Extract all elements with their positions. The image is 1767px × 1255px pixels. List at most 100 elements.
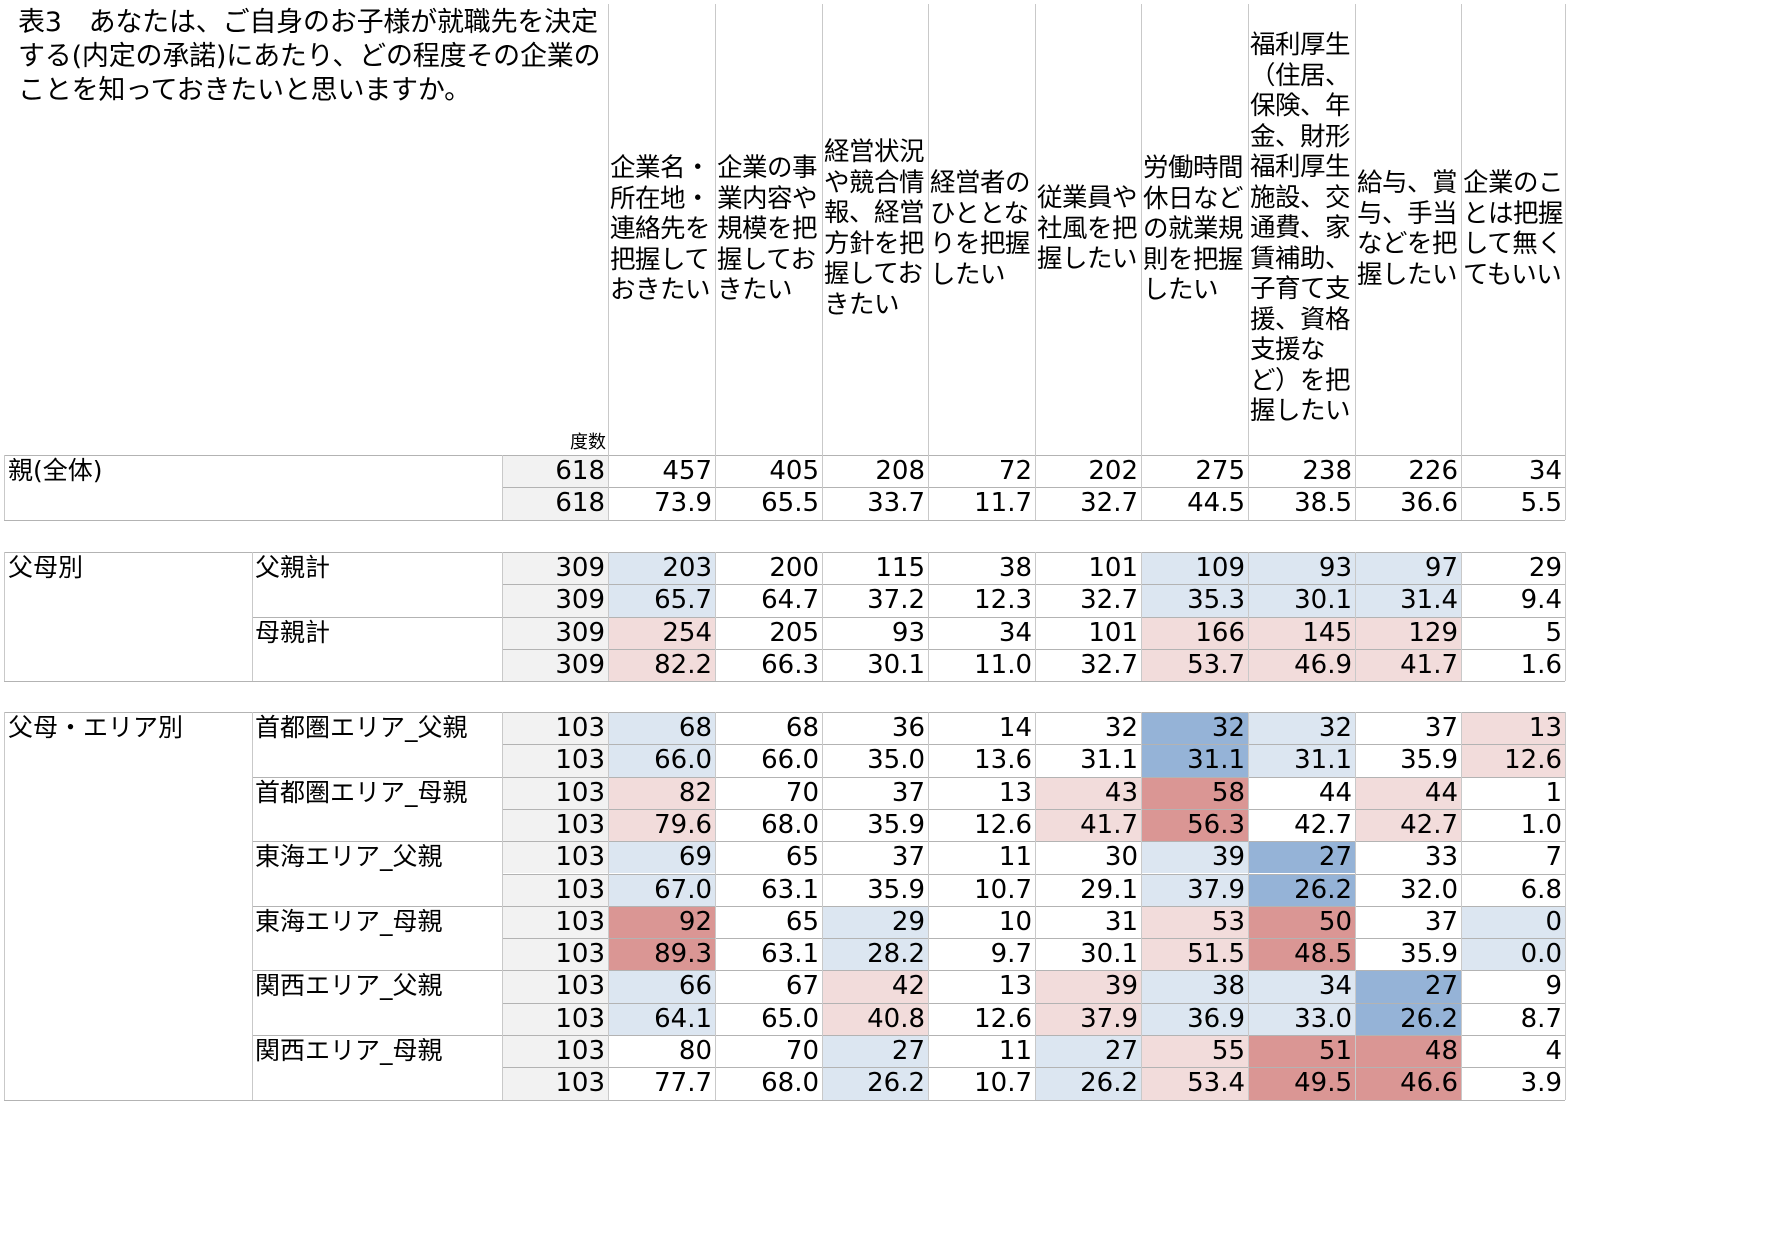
grid-vline [1355,455,1356,520]
percent-cell: 64.1 [608,1002,715,1035]
column-header: 経営者の ひととな りを把握 したい [930,168,1031,290]
count-cell: 58 [1141,776,1248,809]
percent-cell: 48.5 [1248,938,1355,971]
grid-vline [1248,552,1249,682]
grid-vline [1035,552,1036,682]
group-label: 東海エリア_母親 [255,906,443,936]
percent-cell: 30.1 [867,649,925,680]
count-cell: 205 [769,617,819,648]
grid-vline [608,552,609,682]
count-cell: 44 [1355,776,1461,809]
percent-cell: 49.5 [1248,1067,1355,1100]
group-label: 関西エリア_父親 [255,971,443,1001]
base-count-cell: 618 [502,487,608,520]
count-cell: 53 [1141,905,1248,939]
grid-vline [4,552,5,682]
percent-cell: 41.7 [1355,648,1461,682]
base-count-cell: 618 [502,455,608,488]
grid-vline [608,712,609,1100]
percent-cell: 79.6 [608,808,715,842]
percent-cell: 53.7 [1141,648,1248,682]
count-cell: 7 [1545,842,1562,873]
percent-cell: 35.3 [1141,584,1248,617]
count-cell: 145 [1248,616,1355,649]
count-cell: 27 [1248,841,1355,874]
grid-vline [715,552,716,682]
count-cell: 10 [998,906,1032,937]
count-cell: 13 [998,971,1032,1002]
grid-hline [4,681,1565,683]
percent-cell: 1.6 [1520,649,1562,680]
count-cell: 39 [1035,970,1141,1003]
percent-cell: 66.3 [761,649,819,680]
count-cell: 101 [1088,553,1138,583]
count-cell: 29 [1528,553,1562,583]
percent-cell: 10.7 [974,1068,1032,1099]
percent-cell: 40.8 [822,1002,928,1035]
group-label: 母親計 [255,617,331,647]
percent-cell: 26.2 [822,1067,928,1100]
grid-hline [502,487,1565,489]
percent-cell: 67.0 [608,873,715,906]
column-header: 従業員や 社風を把 握したい [1037,183,1138,274]
count-cell: 27 [822,1035,928,1068]
count-cell: 9 [1545,971,1562,1002]
percent-cell: 56.3 [1141,808,1248,842]
grid-hline [502,808,1565,810]
grid-vline [1355,552,1356,682]
count-cell: 65 [785,842,819,873]
count-cell: 0 [1461,905,1565,939]
count-cell: 38 [1141,970,1248,1003]
percent-cell: 30.1 [1080,939,1138,970]
count-cell: 37 [1424,713,1458,743]
count-cell: 226 [1408,456,1458,486]
percent-cell: 9.7 [990,939,1032,970]
percent-cell: 26.2 [1248,873,1355,906]
grid-hline [502,970,1565,972]
grid-hline [502,584,1565,586]
count-cell: 275 [1195,456,1245,486]
percent-cell: 46.6 [1355,1067,1461,1100]
base-count-cell: 103 [502,938,608,971]
grid-vline [822,455,823,520]
count-cell: 457 [662,456,712,486]
percent-cell: 37.9 [1141,873,1248,906]
percent-cell: 68.0 [761,809,819,840]
count-cell: 43 [1035,776,1141,809]
count-cell: 29 [822,905,928,939]
percent-cell: 9.4 [1520,585,1562,616]
percent-cell: 53.4 [1141,1067,1248,1100]
count-cell: 72 [998,456,1032,486]
grid-vline [252,552,253,682]
percent-cell: 36.6 [1400,488,1458,519]
count-cell: 13 [998,777,1032,808]
grid-hline [502,873,1565,875]
count-cell: 34 [1528,456,1562,486]
percent-cell: 28.2 [822,938,928,971]
grid-vline [1248,4,1249,455]
grid-vline [1355,712,1356,1100]
percent-cell: 73.9 [654,488,712,519]
percent-cell: 10.7 [974,874,1032,905]
percent-cell: 38.5 [1294,488,1352,519]
percent-cell: 13.6 [974,745,1032,776]
count-cell: 48 [1355,1035,1461,1068]
grid-vline [1141,712,1142,1100]
count-cell: 202 [1088,456,1138,486]
base-count-cell: 103 [502,1035,608,1068]
grid-vline [608,455,609,520]
count-cell: 37 [1424,906,1458,937]
base-count-header: 度数 [570,432,606,453]
percent-cell: 5.5 [1520,488,1562,519]
count-cell: 238 [1302,456,1352,486]
base-count-cell: 103 [502,808,608,842]
count-cell: 13 [1461,712,1565,745]
grid-hline [502,744,1565,746]
grid-vline [1565,712,1566,1100]
count-cell: 203 [608,552,715,585]
percent-cell: 35.9 [867,809,925,840]
column-header: 企業名・ 所在地・ 連絡先を 把握して おきたい [610,153,711,305]
percent-cell: 66.0 [608,744,715,777]
grid-vline [1248,712,1249,1100]
percent-cell: 31.1 [1248,744,1355,777]
